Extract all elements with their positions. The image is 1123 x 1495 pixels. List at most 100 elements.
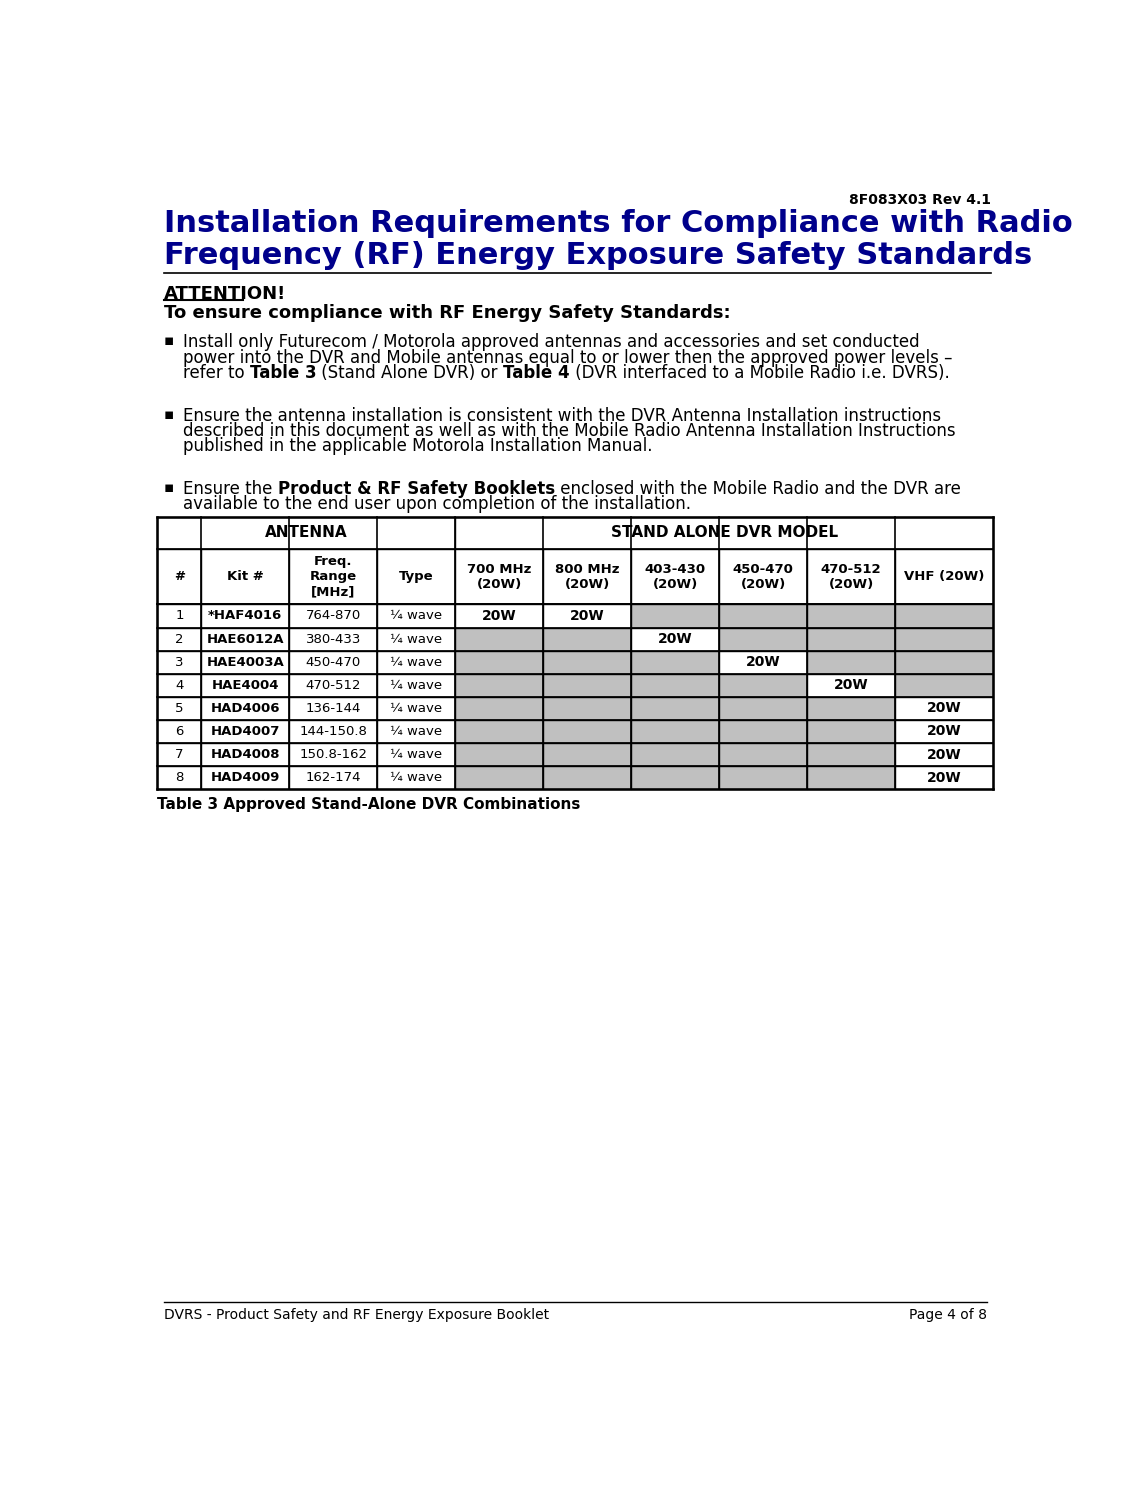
- Bar: [544, 743, 631, 765]
- Bar: [456, 721, 544, 743]
- Bar: [456, 517, 993, 549]
- Text: Table 4: Table 4: [503, 365, 569, 383]
- Text: Installation Requirements for Compliance with Radio: Installation Requirements for Compliance…: [164, 209, 1072, 238]
- Bar: [456, 697, 544, 721]
- Bar: [157, 628, 201, 650]
- Text: 8: 8: [175, 771, 183, 785]
- Bar: [719, 674, 807, 697]
- Bar: [201, 650, 290, 674]
- Bar: [807, 650, 895, 674]
- Text: ATTENTION!: ATTENTION!: [164, 286, 286, 303]
- Bar: [544, 549, 631, 604]
- Text: Table 3: Table 3: [250, 365, 317, 383]
- Bar: [631, 628, 719, 650]
- Bar: [895, 628, 993, 650]
- Text: DVRS - Product Safety and RF Energy Exposure Booklet: DVRS - Product Safety and RF Energy Expo…: [164, 1308, 549, 1322]
- Bar: [377, 674, 456, 697]
- Bar: [807, 697, 895, 721]
- Text: 3: 3: [175, 656, 184, 668]
- Text: 700 MHz
(20W): 700 MHz (20W): [467, 562, 531, 591]
- Text: HAD4008: HAD4008: [211, 748, 280, 761]
- Bar: [290, 604, 377, 628]
- Text: 20W: 20W: [570, 608, 604, 623]
- Bar: [544, 721, 631, 743]
- Bar: [201, 628, 290, 650]
- Bar: [201, 743, 290, 765]
- Text: VHF (20W): VHF (20W): [904, 570, 984, 583]
- Text: power into the DVR and Mobile antennas equal to or lower then the approved power: power into the DVR and Mobile antennas e…: [183, 348, 952, 366]
- Bar: [456, 604, 544, 628]
- Text: 144-150.8: 144-150.8: [300, 725, 367, 739]
- Text: 136-144: 136-144: [305, 701, 360, 715]
- Bar: [157, 697, 201, 721]
- Text: ¼ wave: ¼ wave: [391, 632, 442, 646]
- Bar: [631, 549, 719, 604]
- Bar: [807, 765, 895, 789]
- Text: 403-430
(20W): 403-430 (20W): [645, 562, 706, 591]
- Bar: [807, 721, 895, 743]
- Bar: [157, 743, 201, 765]
- Bar: [157, 604, 201, 628]
- Bar: [201, 765, 290, 789]
- Bar: [290, 721, 377, 743]
- Bar: [544, 765, 631, 789]
- Text: HAD4007: HAD4007: [211, 725, 280, 739]
- Text: 450-470: 450-470: [305, 656, 360, 668]
- Bar: [719, 721, 807, 743]
- Text: 20W: 20W: [926, 725, 961, 739]
- Text: Product & RF Safety Booklets: Product & RF Safety Booklets: [277, 480, 555, 498]
- Text: 5: 5: [175, 701, 184, 715]
- Text: published in the applicable Motorola Installation Manual.: published in the applicable Motorola Ins…: [183, 438, 652, 456]
- Text: 20W: 20W: [834, 679, 868, 692]
- Bar: [201, 697, 290, 721]
- Text: Ensure the antenna installation is consistent with the DVR Antenna Installation : Ensure the antenna installation is consi…: [183, 407, 941, 425]
- Bar: [157, 765, 201, 789]
- Text: ANTENNA: ANTENNA: [265, 525, 348, 540]
- Bar: [719, 650, 807, 674]
- Text: 162-174: 162-174: [305, 771, 362, 785]
- Bar: [719, 697, 807, 721]
- Bar: [807, 743, 895, 765]
- Bar: [719, 628, 807, 650]
- Bar: [456, 628, 544, 650]
- Text: ▪: ▪: [164, 407, 174, 422]
- Text: 450-470
(20W): 450-470 (20W): [733, 562, 794, 591]
- Bar: [631, 650, 719, 674]
- Text: ▪: ▪: [164, 333, 174, 348]
- Text: 20W: 20W: [482, 608, 517, 623]
- Text: ¼ wave: ¼ wave: [391, 748, 442, 761]
- Bar: [290, 743, 377, 765]
- Text: 8F083X03 Rev 4.1: 8F083X03 Rev 4.1: [849, 193, 992, 208]
- Text: ¼ wave: ¼ wave: [391, 610, 442, 622]
- Bar: [544, 604, 631, 628]
- Text: 20W: 20W: [746, 655, 780, 670]
- Text: 1: 1: [175, 610, 184, 622]
- Text: HAE4003A: HAE4003A: [207, 656, 284, 668]
- Bar: [544, 697, 631, 721]
- Bar: [895, 604, 993, 628]
- Bar: [377, 650, 456, 674]
- Bar: [631, 721, 719, 743]
- Bar: [290, 765, 377, 789]
- Text: HAE6012A: HAE6012A: [207, 632, 284, 646]
- Bar: [456, 674, 544, 697]
- Text: Install only Futurecom / Motorola approved antennas and accessories and set cond: Install only Futurecom / Motorola approv…: [183, 333, 920, 351]
- Text: ▪: ▪: [164, 480, 174, 495]
- Bar: [290, 628, 377, 650]
- Bar: [895, 674, 993, 697]
- Bar: [631, 765, 719, 789]
- Text: 800 MHz
(20W): 800 MHz (20W): [555, 562, 620, 591]
- Bar: [157, 650, 201, 674]
- Bar: [807, 628, 895, 650]
- Text: 380-433: 380-433: [305, 632, 360, 646]
- Text: ¼ wave: ¼ wave: [391, 725, 442, 739]
- Bar: [631, 604, 719, 628]
- Text: ¼ wave: ¼ wave: [391, 679, 442, 692]
- Text: Ensure the: Ensure the: [183, 480, 277, 498]
- Bar: [895, 743, 993, 765]
- Text: available to the end user upon completion of the installation.: available to the end user upon completio…: [183, 495, 691, 513]
- Text: Page 4 of 8: Page 4 of 8: [910, 1308, 987, 1322]
- Text: HAD4009: HAD4009: [211, 771, 280, 785]
- Text: 150.8-162: 150.8-162: [300, 748, 367, 761]
- Bar: [895, 549, 993, 604]
